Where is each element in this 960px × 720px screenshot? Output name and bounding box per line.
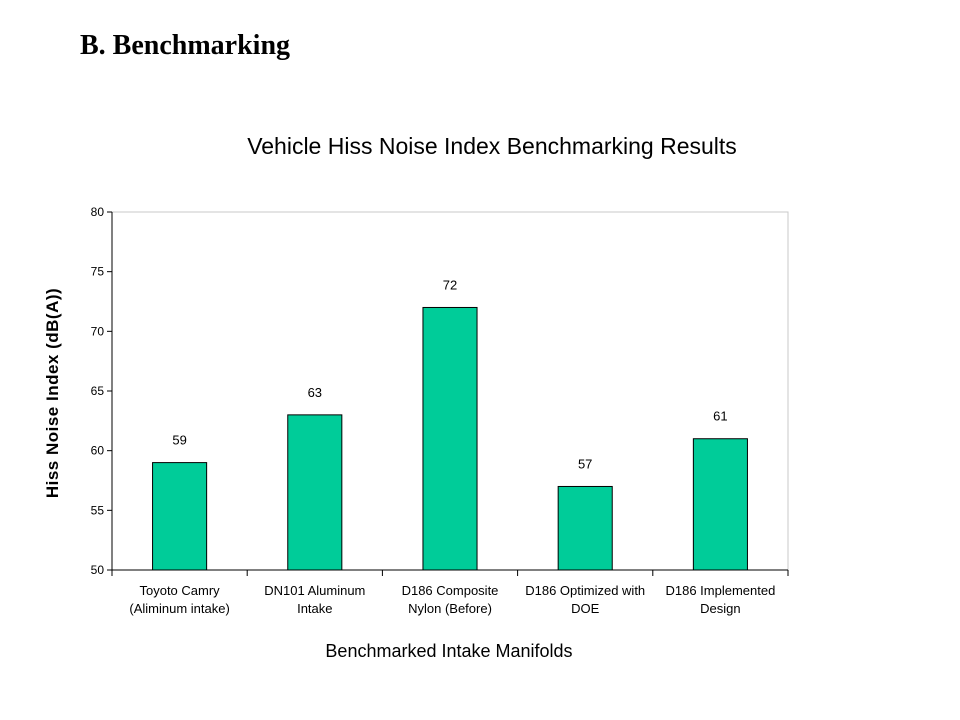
chart-bars — [152, 306, 748, 571]
y-tick-label: 65 — [91, 384, 105, 398]
x-category-label: Intake — [297, 601, 332, 616]
data-label: 63 — [308, 385, 322, 400]
y-tick-label: 75 — [91, 265, 105, 279]
data-label: 72 — [443, 277, 457, 292]
y-tick-label: 50 — [91, 563, 105, 577]
bar — [422, 306, 478, 571]
bar — [152, 462, 208, 571]
y-tick-label: 60 — [91, 444, 105, 458]
x-category-label: DN101 Aluminum — [264, 583, 365, 598]
y-axis-title: Hiss Noise Index (dB(A)) — [43, 288, 62, 498]
x-category-label: Nylon (Before) — [408, 601, 492, 616]
data-label: 57 — [578, 456, 592, 471]
y-tick-label: 70 — [91, 324, 105, 338]
x-category-label: D186 Optimized with — [525, 583, 645, 598]
y-tick-label: 55 — [91, 503, 105, 517]
x-category-label: D186 Implemented — [665, 583, 775, 598]
chart-labels: 50 55 60 65 70 75 80 59 Toyoto Camry (Aliminum in… — [91, 205, 776, 616]
bar — [287, 414, 343, 571]
bar — [692, 438, 748, 571]
x-category-label: Toyoto Camry — [139, 583, 220, 598]
x-category-label: (Aliminum intake) — [129, 601, 229, 616]
page-heading: B. Benchmarking — [80, 30, 291, 61]
x-category-label: D186 Composite — [402, 583, 499, 598]
y-tick-label: 80 — [91, 205, 105, 219]
x-axis-title: Benchmarked Intake Manifolds — [325, 641, 572, 661]
bar — [557, 485, 613, 571]
data-label: 61 — [713, 409, 727, 424]
x-category-label: DOE — [571, 601, 600, 616]
x-category-label: Design — [700, 601, 740, 616]
chart-title: Vehicle Hiss Noise Index Benchmarking Re… — [247, 133, 737, 159]
data-label: 59 — [172, 433, 186, 448]
